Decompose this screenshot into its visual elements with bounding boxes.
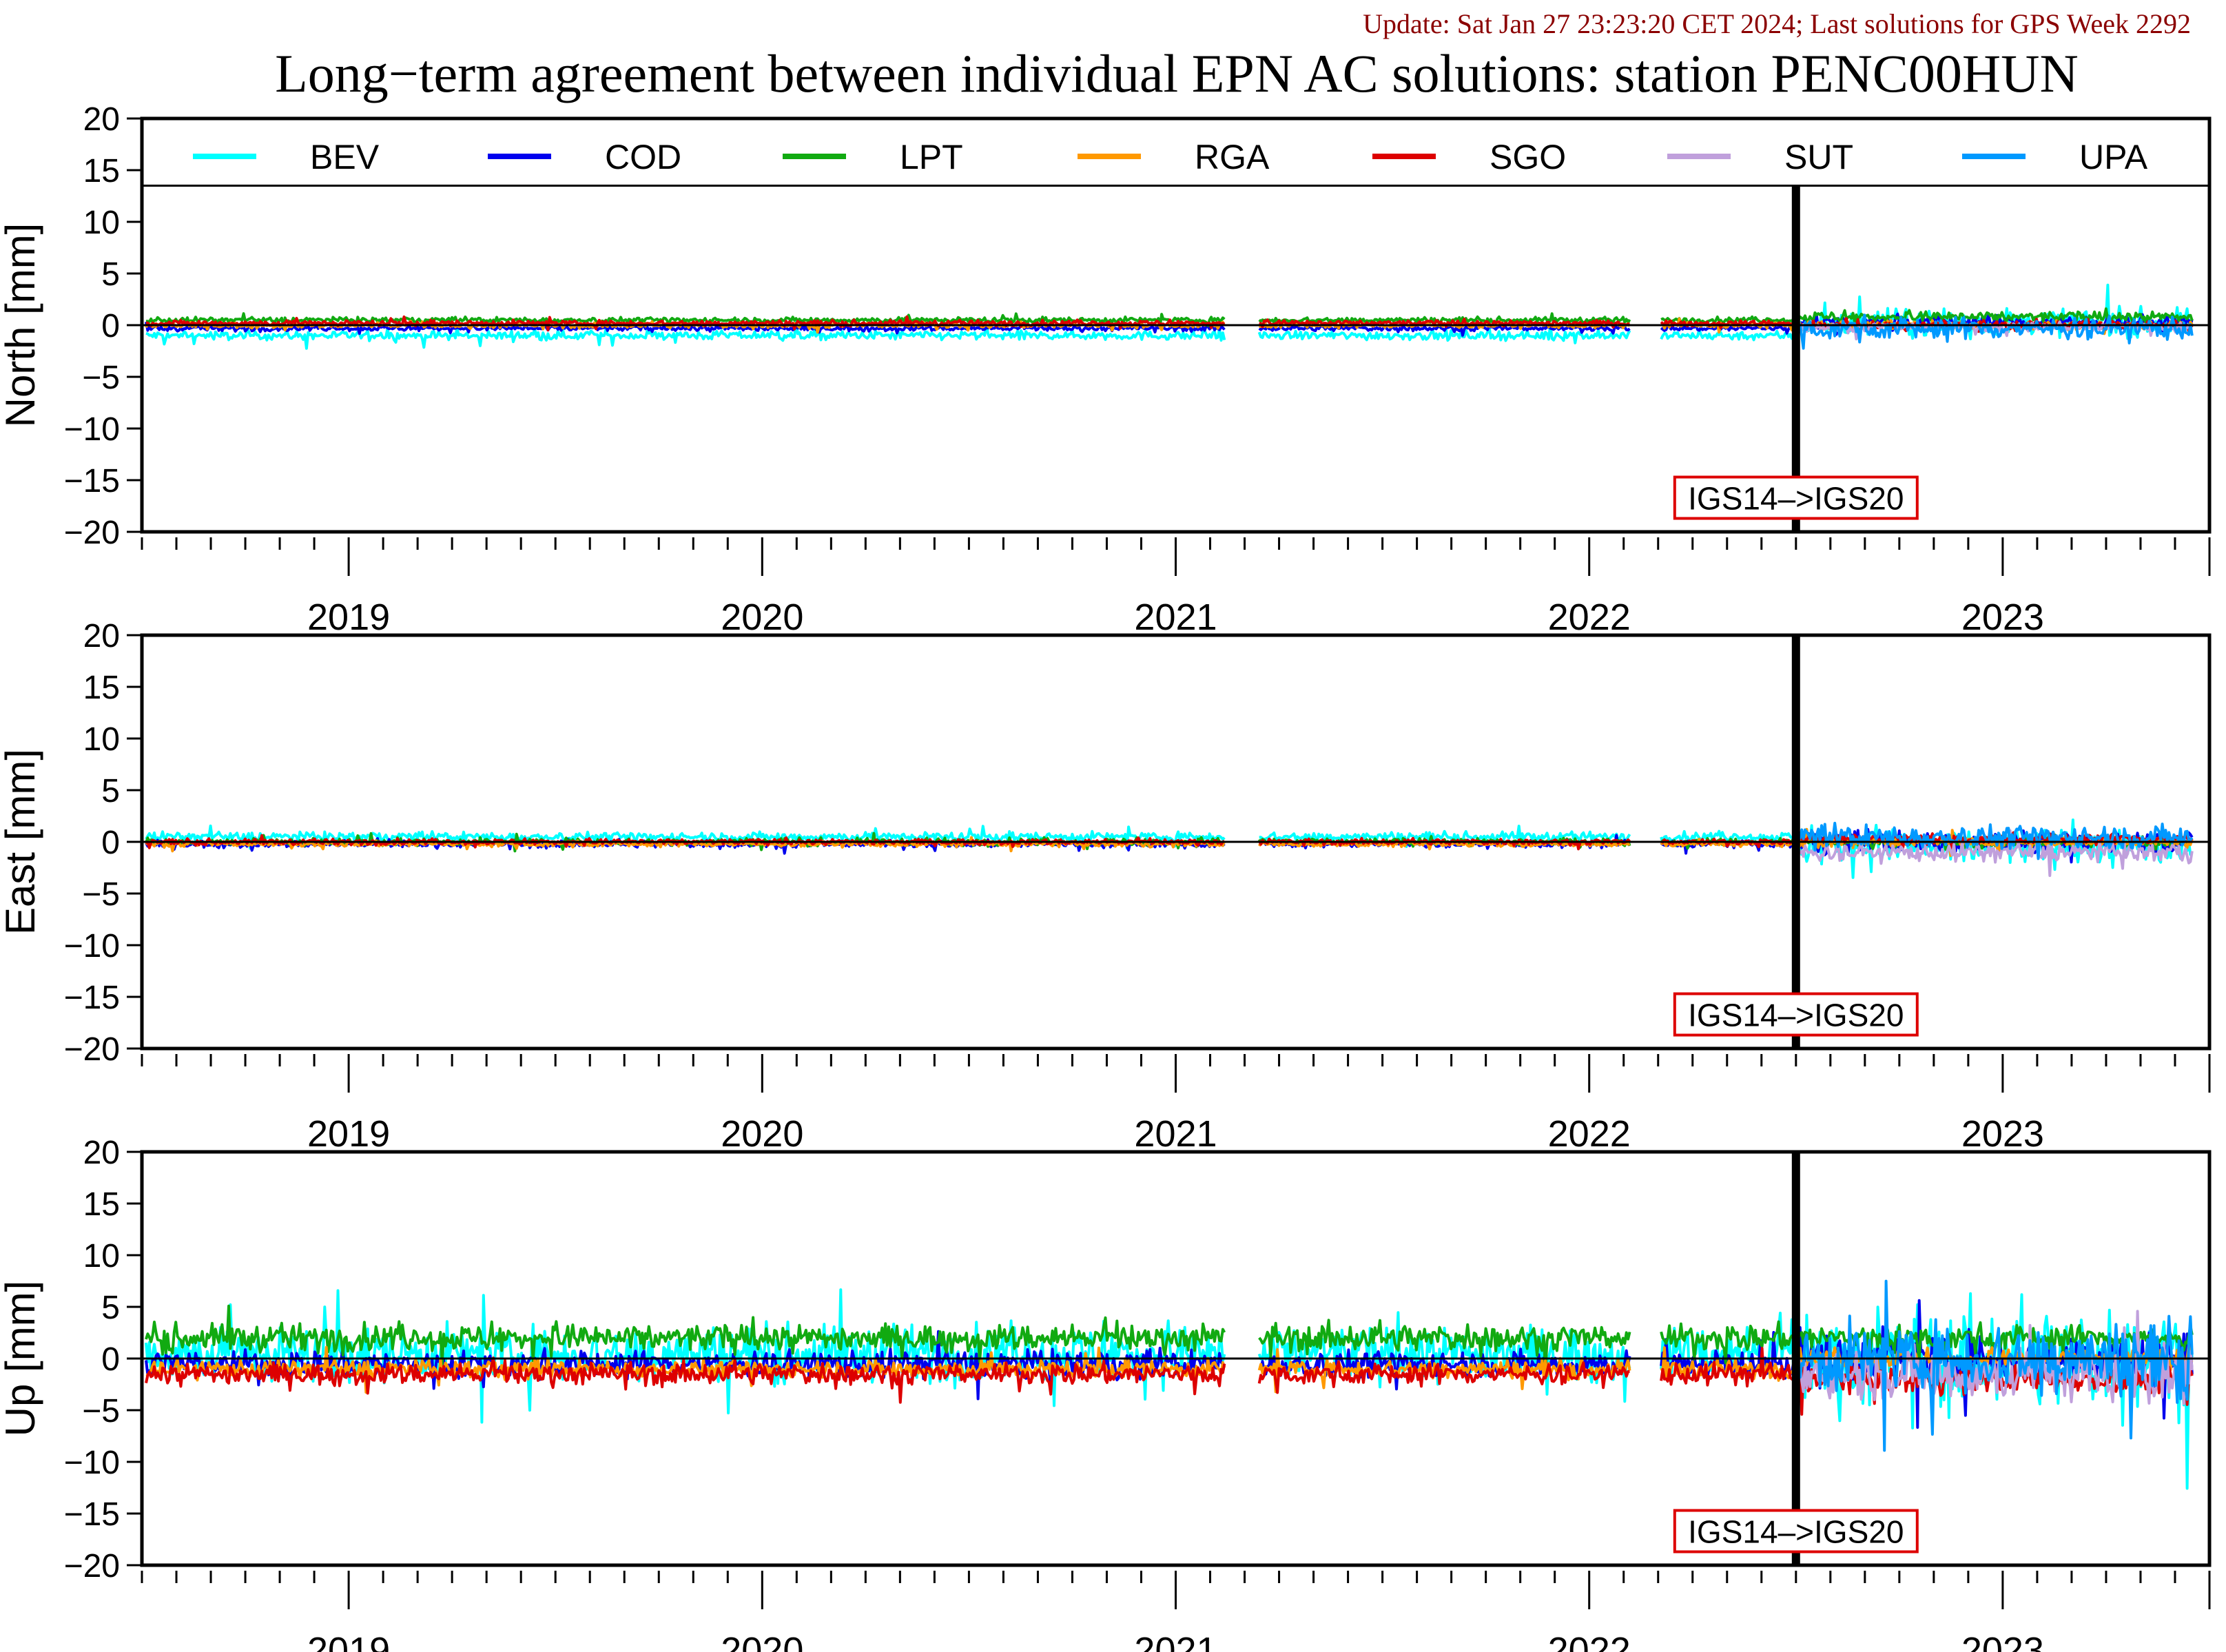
y-tick-label: −10 [64,928,120,964]
x-tick-label: 2023 [1961,1630,2044,1652]
legend-label-sut: SUT [1784,138,1853,176]
chart-title: Long−term agreement between individual E… [275,43,2079,103]
y-axis-label: North [mm] [0,223,43,428]
y-tick-label: 15 [83,153,120,189]
series-group [145,1279,2194,1490]
update-text: Update: Sat Jan 27 23:23:20 CET 2024; La… [1363,8,2191,39]
x-tick-label: 2020 [721,1630,803,1652]
y-tick-label: 10 [83,1238,120,1274]
y-tick-label: −10 [64,1445,120,1481]
panel-2: 20 15 10 5 0 −5 −10 −15 −20 Up [mm] 2019 2020 2021 20… [0,1135,2212,1652]
series-line-lpt [145,307,2194,329]
x-tick-label: 2019 [307,1630,390,1652]
y-tick-label: 15 [83,670,120,706]
x-tick-label: 2021 [1134,1630,1217,1652]
legend-label-cod: COD [605,138,681,176]
annotation-label: IGS14–>IGS20 [1688,998,1904,1033]
series-line-upa [1796,821,2194,860]
y-tick-label: 5 [101,773,120,809]
y-tick-label: 20 [83,618,120,654]
y-axis-label: Up [mm] [0,1281,43,1437]
y-tick-label: −10 [64,411,120,448]
y-tick-label: −20 [64,515,120,551]
x-tick-label: 2019 [307,1113,390,1155]
y-tick-label: 0 [101,825,120,861]
y-tick-label: −15 [64,980,120,1016]
x-tick-label: 2022 [1548,1630,1631,1652]
annotation-box [1673,1509,1919,1553]
y-tick-label: 20 [83,1135,120,1171]
legend-label-upa: UPA [2079,138,2148,176]
y-axis-label: East [mm] [0,749,43,935]
panel-0: 20 15 10 5 0 −5 −10 −15 −20 North [mm] 2019 2020 202… [0,101,2212,638]
x-tick-label: 2023 [1961,1113,2044,1155]
y-tick-label: 5 [101,256,120,293]
y-tick-label: −5 [82,1393,120,1429]
series-line-sut [1795,829,2194,877]
y-tick-label: 10 [83,205,120,241]
legend-label-bev: BEV [310,138,380,176]
x-tick-label: 2022 [1548,597,1631,638]
legend-label-sgo: SGO [1490,138,1566,176]
y-tick-label: 20 [83,101,120,138]
series-line-lpt [145,1304,2194,1375]
y-tick-label: −20 [64,1031,120,1068]
legend-label-rga: RGA [1195,138,1270,176]
y-tick-label: −15 [64,1496,120,1533]
x-tick-label: 2022 [1548,1113,1631,1155]
annotation-box [1673,992,1919,1037]
y-tick-label: 10 [83,721,120,758]
y-tick-label: 5 [101,1290,120,1326]
y-tick-label: 15 [83,1186,120,1223]
y-tick-label: 0 [101,308,120,344]
y-tick-label: −15 [64,463,120,499]
annotation-label: IGS14–>IGS20 [1688,481,1904,517]
x-tick-label: 2020 [721,597,803,638]
x-tick-label: 2023 [1961,597,2044,638]
annotation-label: IGS14–>IGS20 [1688,1514,1904,1550]
y-tick-label: 0 [101,1341,120,1378]
annotation-box [1673,475,1919,520]
x-tick-label: 2019 [307,597,390,638]
legend-label-lpt: LPT [900,138,963,176]
series-line-upa [1795,1279,2194,1452]
x-tick-label: 2021 [1134,1113,1217,1155]
x-tick-label: 2020 [721,1113,803,1155]
y-tick-label: −5 [82,876,120,913]
y-tick-label: −5 [82,360,120,396]
y-tick-label: −20 [64,1548,120,1584]
panel-1: 20 15 10 5 0 −5 −10 −15 −20 East [mm] 2019 2020 2021… [0,618,2212,1155]
x-tick-label: 2021 [1134,597,1217,638]
